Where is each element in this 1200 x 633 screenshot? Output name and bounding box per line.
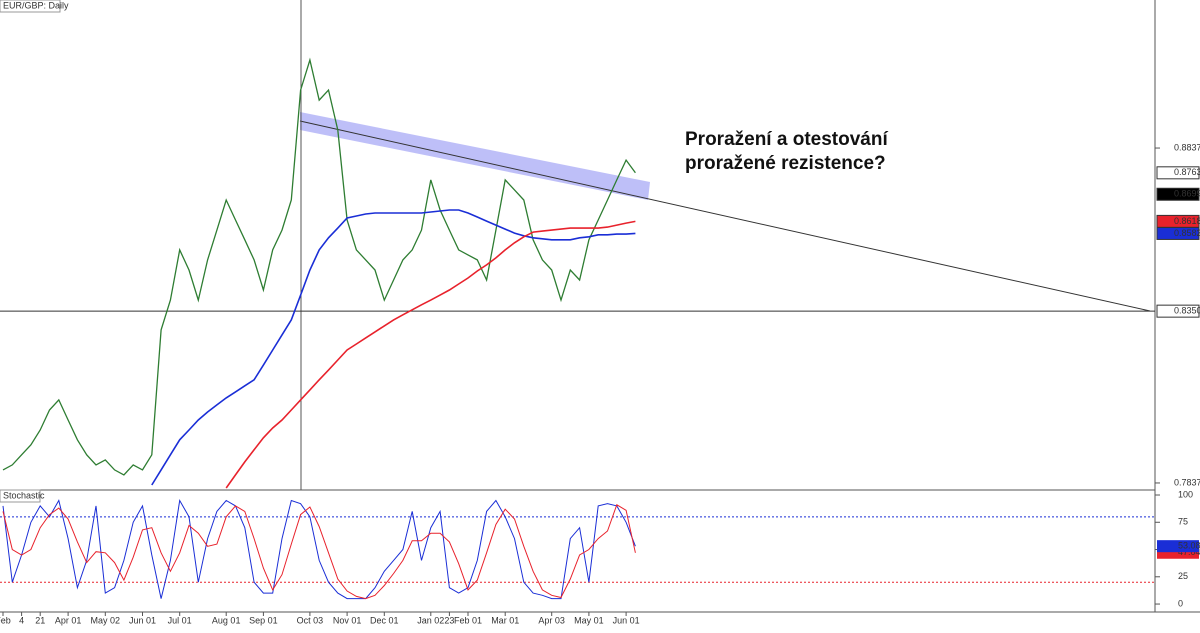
price-tag — [1156, 304, 1200, 318]
x-tick-label: 23 — [444, 615, 454, 625]
price-tag-label: 0.8618 — [1174, 216, 1200, 226]
annotation: Proražení a otestování — [685, 129, 888, 150]
stoch-tick-label: 0 — [1178, 598, 1183, 608]
price-tag-label: 0.8763 — [1174, 167, 1200, 177]
x-tick-label: May 02 — [91, 615, 121, 625]
price-tag — [1156, 226, 1200, 240]
trend-line — [299, 120, 1151, 312]
stoch-tag — [1157, 540, 1199, 553]
x-tick-label: Apr 03 — [538, 615, 565, 625]
x-tick-label: May 01 — [574, 615, 604, 625]
x-tick-label: Aug 01 — [212, 615, 241, 625]
x-tick-label: Jan 02 — [417, 615, 444, 625]
price-tag-label: 0.8699 — [1174, 189, 1200, 199]
price-tag — [1156, 166, 1200, 180]
stoch-line — [2, 499, 636, 600]
price-tag-label: 0.8350 — [1174, 306, 1200, 316]
x-tick-label: Mar 01 — [491, 615, 519, 625]
x-tick-label: Jul 01 — [168, 615, 192, 625]
price-line — [2, 57, 636, 476]
stoch-line — [2, 504, 636, 600]
x-tick-label: 4 — [19, 615, 24, 625]
x-tick-label: 21 — [35, 615, 45, 625]
price-tag — [1156, 187, 1200, 201]
resistance-band — [300, 112, 650, 200]
x-tick-label: Apr 01 — [55, 615, 82, 625]
y-tick-label: 0.7837 — [1174, 477, 1200, 487]
y-tick-label: 0.8837 — [1174, 142, 1200, 152]
annotation: proražené rezistence? — [685, 153, 886, 174]
x-tick-label: Jun 01 — [129, 615, 156, 625]
stoch-title-box — [0, 489, 41, 503]
title-box — [0, 0, 61, 13]
x-tick-label: Oct 03 — [297, 615, 324, 625]
x-tick-label: Nov 01 — [333, 615, 362, 625]
price-tag-label: 0.8582 — [1174, 228, 1200, 238]
x-tick-label: Sep 01 — [249, 615, 278, 625]
stoch-tick-label: 25 — [1178, 571, 1188, 581]
stoch-title: Stochastic — [3, 490, 45, 500]
x-tick-label: Jun 01 — [613, 615, 640, 625]
chart-title: EUR/GBP: Daily — [3, 0, 69, 10]
x-tick-label: Feb — [0, 615, 11, 625]
stoch-tick-label: 100 — [1178, 489, 1193, 499]
stoch-tag-label: 53.08 — [1178, 541, 1200, 551]
stoch-tick-label: 75 — [1178, 517, 1188, 527]
x-tick-label: Feb 01 — [454, 615, 482, 625]
x-tick-label: Dec 01 — [370, 615, 399, 625]
price-line — [151, 209, 636, 486]
price-line — [225, 220, 636, 489]
